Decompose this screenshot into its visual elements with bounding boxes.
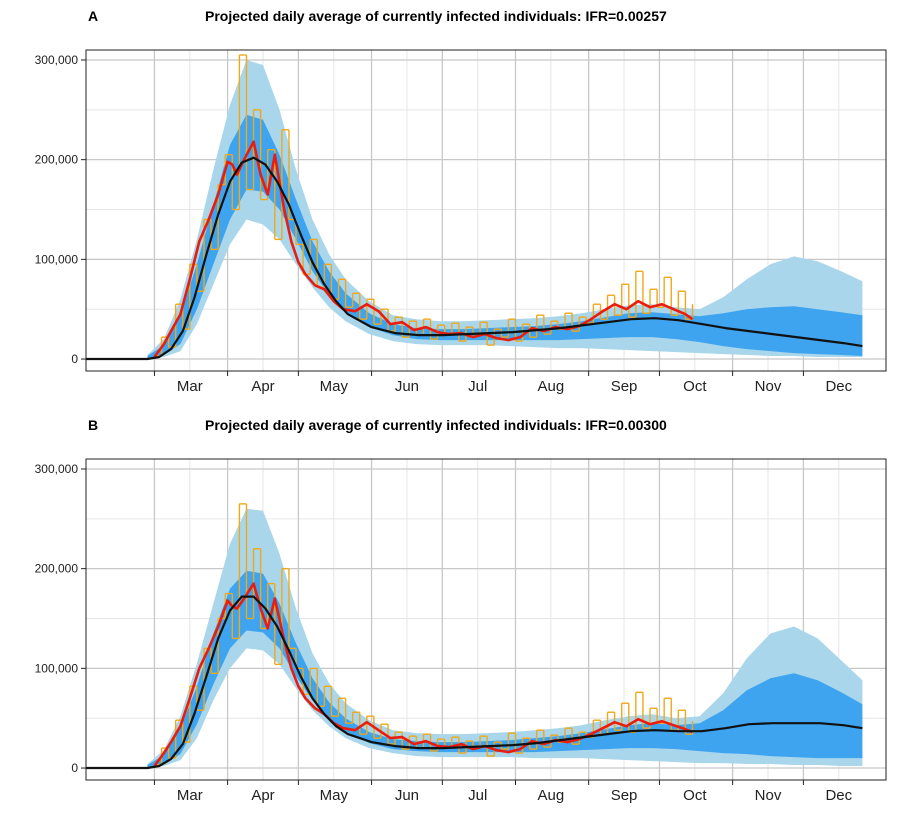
x-tick-label: Jul bbox=[468, 787, 487, 804]
y-tick-label: 100,000 bbox=[35, 252, 79, 266]
y-tick-label: 300,000 bbox=[35, 53, 79, 67]
plot-border bbox=[85, 49, 887, 372]
chart-title: Projected daily average of currently inf… bbox=[205, 8, 667, 24]
x-tick-label: May bbox=[320, 787, 349, 804]
x-tick-label: Apr bbox=[251, 787, 274, 804]
band-inner bbox=[147, 114, 863, 359]
chart-title: Projected daily average of currently inf… bbox=[205, 417, 667, 433]
y-tick-label: 200,000 bbox=[35, 153, 79, 167]
series-median bbox=[86, 595, 863, 770]
x-tick-label: Aug bbox=[538, 787, 565, 804]
y-tick-label: 300,000 bbox=[35, 462, 79, 476]
chart-panel-a: A Projected daily average of currently i… bbox=[35, 8, 887, 395]
chart-plot-area: 0 100,000 200,000 300,000 Mar Apr May Jun Jul Aug… bbox=[35, 458, 887, 804]
y-tick-label: 0 bbox=[71, 352, 78, 366]
x-tick-label: Jun bbox=[395, 378, 419, 395]
series-smoothed bbox=[153, 140, 694, 358]
x-tick-label: Oct bbox=[683, 787, 707, 804]
x-tick-label: Jul bbox=[468, 378, 487, 395]
x-tick-label: Aug bbox=[538, 378, 565, 395]
x-tick-label: Sep bbox=[611, 787, 638, 804]
panel-label: B bbox=[88, 417, 99, 433]
band-inner bbox=[147, 570, 863, 768]
y-tick-label: 200,000 bbox=[35, 562, 79, 576]
x-tick-label: Oct bbox=[683, 378, 707, 395]
y-tick-label: 100,000 bbox=[35, 661, 79, 675]
x-tick-label: Apr bbox=[251, 378, 274, 395]
y-tick-label: 0 bbox=[71, 761, 78, 775]
x-tick-label: Mar bbox=[177, 787, 203, 804]
x-tick-label: Nov bbox=[755, 378, 782, 395]
x-tick-label: Dec bbox=[825, 378, 852, 395]
panel-label: A bbox=[88, 8, 99, 24]
x-tick-label: Dec bbox=[825, 787, 852, 804]
x-tick-label: Nov bbox=[755, 787, 782, 804]
chart-plot-area: 0 100,000 200,000 300,000 Mar Apr May Jun Jul Aug… bbox=[35, 49, 887, 395]
series-smoothed bbox=[153, 582, 693, 767]
chart-panel-b: B Projected daily average of currently i… bbox=[0, 409, 901, 818]
x-tick-label: May bbox=[320, 378, 349, 395]
x-tick-label: Mar bbox=[177, 378, 203, 395]
plot-border bbox=[85, 458, 887, 781]
x-tick-label: Jun bbox=[395, 787, 419, 804]
x-tick-label: Sep bbox=[611, 378, 638, 395]
series-median bbox=[86, 156, 863, 361]
